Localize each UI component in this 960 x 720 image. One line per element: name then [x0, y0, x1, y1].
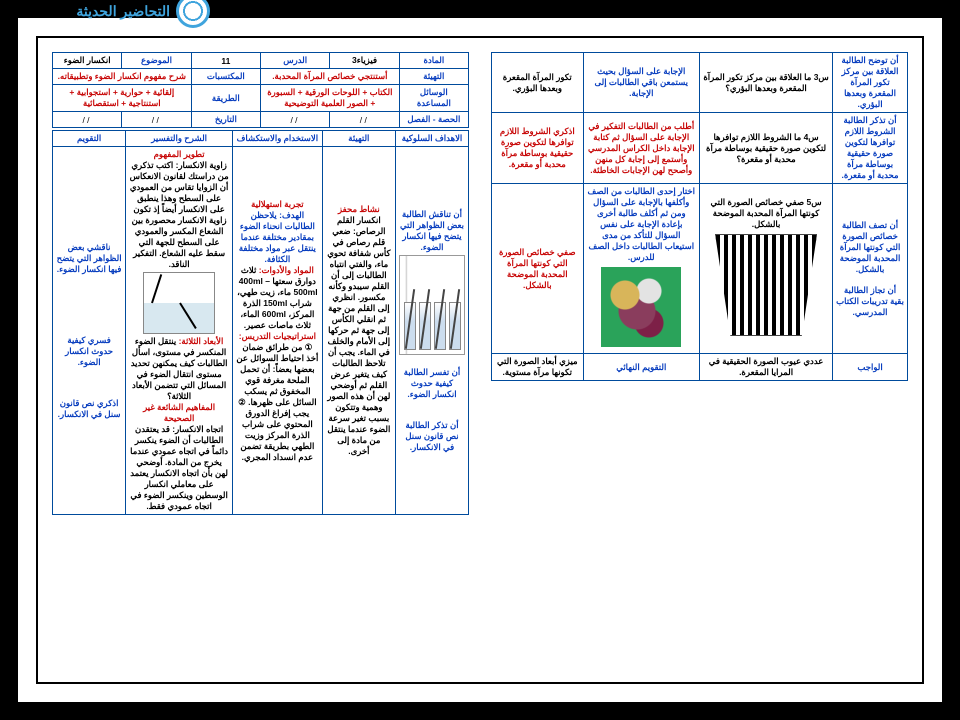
cell: الكتاب + اللوحات الورقية + السبورة + الص… — [261, 85, 400, 112]
col-header: الاستخدام والاستكشاف — [233, 131, 323, 147]
cell: فيزياء3 — [330, 53, 399, 69]
text: الأبعاد الثلاثة: — [179, 336, 224, 346]
cell: المكتسبات — [191, 69, 260, 85]
text: نشاط محفز — [338, 204, 380, 214]
col-header: التهيئة — [322, 131, 395, 147]
text: المفاهيم الشائعة غير الصحيحة — [143, 402, 215, 423]
cell: اذكري الشروط اللازم توافرها لتكوين صورة … — [492, 113, 584, 184]
logo-icon — [176, 0, 210, 28]
table-row: أن تناقش الطالبة بعض الظواهر التي يتضح ف… — [53, 147, 469, 515]
text: الهدف: يلاحظن الطالبات انحناء الضوء بمقا… — [239, 210, 316, 264]
table-row: الوسائل المساعدة الكتاب + اللوحات الورقي… — [53, 85, 469, 112]
cell: ناقشي بعض الظواهر التي يتضح فيها انكسار … — [53, 147, 126, 515]
page-right: المادة فيزياء3 الدرس 11 الموضوع انكسار ا… — [46, 46, 475, 674]
brand-logo: مؤسسة التحاضير الحديثة — [40, 0, 210, 28]
cell: تطوير المفهوم زاوية الانكسار: اكتب تذكري… — [126, 147, 233, 515]
outer-frame: أن توضح الطالبة العلاقة بين مركز تكور ال… — [12, 12, 948, 708]
cell: س4 ما الشروط اللازم توافرها لتكوين صورة … — [700, 113, 833, 184]
text: انكسار القلم الرصاص: ضعي قلم رصاص في كأس… — [327, 215, 390, 456]
cell: شرح مفهوم انكسار الضوء وتطبيقاته. — [53, 69, 192, 85]
text: تجربة استهلالية — [251, 199, 304, 209]
col-header: الشرح والتفسير — [126, 131, 233, 147]
text: تطوير المفهوم — [154, 149, 205, 159]
table-row: المادة فيزياء3 الدرس 11 الموضوع انكسار ا… — [53, 53, 469, 69]
cell: / / — [53, 112, 122, 128]
spread: أن توضح الطالبة العلاقة بين مركز تكور ال… — [36, 36, 924, 684]
table-row: أن توضح الطالبة العلاقة بين مركز تكور ال… — [492, 53, 908, 113]
table-row: الحصة - الفصل / / / / التاريخ / / / / — [53, 112, 469, 128]
text: اتجاه الانكسار: قد يعتقدن الطالبات أن ال… — [130, 424, 228, 511]
cell: الدرس — [261, 53, 330, 69]
text: س5 صفي خصائص الصورة التي كونتها المرآة ا… — [711, 197, 822, 229]
cell: اختار إحدى الطالبات من الصف وأكلفها بالإ… — [583, 184, 699, 354]
cell: أن تصف الطالبة خصائص الصورة التي كونتها … — [833, 184, 908, 354]
cell: / / — [330, 112, 399, 128]
text: أن تفسر الطالبة كيفية حدوث انكسار الضوء. — [404, 367, 461, 399]
text: اذكري نص قانون سنل في الانكسار. — [58, 398, 121, 419]
text: أن تجاز الطالبة بقية تدريبات الكتاب المد… — [836, 285, 904, 317]
logo-text: التحاضير الحديثة — [76, 3, 170, 20]
cell: س3 ما العلاقة بين مركز تكور المرآة المقع… — [700, 53, 833, 113]
col-header: الاهداف السلوكية — [396, 131, 469, 147]
goals-table: الاهداف السلوكية التهيئة الاستخدام والاس… — [52, 130, 469, 515]
footer-cell: عددي عيوب الصورة الحقيقية في المرايا الم… — [700, 354, 833, 381]
text: ناقشي بعض الظواهر التي يتضح فيها انكسار … — [57, 242, 122, 274]
curtain-image — [715, 234, 817, 336]
cell: المادة — [399, 53, 468, 69]
col-header: التقويم — [53, 131, 126, 147]
text: استراتيجيات التدريس: — [239, 331, 316, 341]
text: أن تذكر الطالبة نص قانون سنل في الانكسار… — [405, 420, 458, 452]
cell: صفي خصائص الصورة التي كونتها المرآة المح… — [492, 184, 584, 354]
cell: الوسائل المساعدة — [399, 85, 468, 112]
table-row: الاهداف السلوكية التهيئة الاستخدام والاس… — [53, 131, 469, 147]
cell: تكور المرآة المقعرة وبعدها البؤري. — [492, 53, 584, 113]
table-row: أن تذكر الطالبة الشروط اللازم توافرها لت… — [492, 113, 908, 184]
table-row: التهيئة أستنتجي خصائص المرآة المحدبة. ال… — [53, 69, 469, 85]
cell: أطلب من الطالبات التفكير في الإجابة على … — [583, 113, 699, 184]
cell: الإجابة على السؤال بحيث يستمعن باقي الطا… — [583, 53, 699, 113]
table-row: الواجب عددي عيوب الصورة الحقيقية في المر… — [492, 354, 908, 381]
cell: / / — [261, 112, 330, 128]
cell: التاريخ — [191, 112, 260, 128]
text: اختار إحدى الطالبات من الصف وأكلفها بالإ… — [588, 186, 695, 262]
cell: أن تناقش الطالبة بعض الظواهر التي يتضح ف… — [396, 147, 469, 515]
cell: التهيئة — [399, 69, 468, 85]
text: أن تناقش الطالبة بعض الظواهر التي يتضح ف… — [400, 209, 464, 252]
cell: أستنتجي خصائص المرآة المحدبة. — [261, 69, 400, 85]
footer-label: الواجب — [833, 354, 908, 381]
cell: الحصة - الفصل — [399, 112, 468, 128]
cups-image — [399, 255, 465, 355]
abstract-image — [601, 267, 681, 347]
text: أن تصف الطالبة خصائص الصورة التي كونتها … — [840, 220, 901, 274]
cell: انكسار الضوء — [53, 53, 122, 69]
text: فسري كيفية حدوث انكسار الضوء. — [65, 335, 113, 367]
cell: إلقائية + حوارية + استجوابية + استنتاجية… — [53, 85, 192, 112]
cell: نشاط محفز انكسار القلم الرصاص: ضعي قلم ر… — [322, 147, 395, 515]
cell: تجربة استهلالية الهدف: يلاحظن الطالبات ا… — [233, 147, 323, 515]
header-table: المادة فيزياء3 الدرس 11 الموضوع انكسار ا… — [52, 52, 469, 128]
text: ① من طرائق ضمان أخذ احتياط السوائل عن بع… — [236, 342, 318, 462]
text: المواد والأدوات: — [259, 265, 314, 275]
footer-cell: التقويم النهائي — [583, 354, 699, 381]
footer-cell: ميزي أبعاد الصورة التي تكونها مرآة مستوي… — [492, 354, 584, 381]
text: زاوية الانكسار: اكتب تذكري من دراستك لقا… — [130, 160, 229, 269]
cell: / / — [122, 112, 191, 128]
cell: أن تذكر الطالبة الشروط اللازم توافرها لت… — [833, 113, 908, 184]
cell: الطريقة — [191, 85, 260, 112]
page-left: أن توضح الطالبة العلاقة بين مركز تكور ال… — [485, 46, 914, 674]
refraction-diagram — [143, 272, 215, 334]
cell: أن توضح الطالبة العلاقة بين مركز تكور ال… — [833, 53, 908, 113]
cell: 11 — [191, 53, 260, 69]
cell: الموضوع — [122, 53, 191, 69]
table-row: أن تصف الطالبة خصائص الصورة التي كونتها … — [492, 184, 908, 354]
left-table: أن توضح الطالبة العلاقة بين مركز تكور ال… — [491, 52, 908, 381]
cell: س5 صفي خصائص الصورة التي كونتها المرآة ا… — [700, 184, 833, 354]
